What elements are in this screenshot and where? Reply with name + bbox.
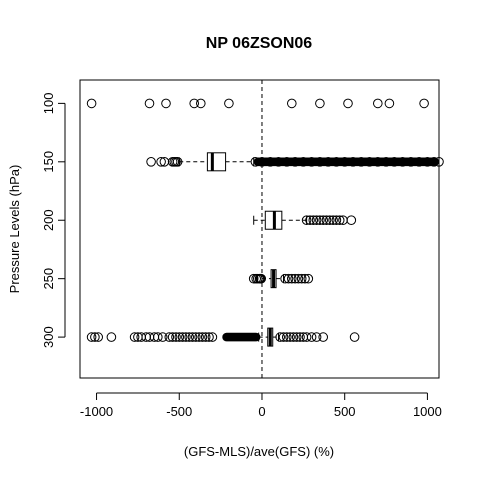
outlier-point — [318, 332, 329, 342]
outlier-point — [278, 332, 289, 342]
outlier-point — [373, 98, 383, 109]
outlier-point — [305, 215, 315, 225]
outlier-point — [189, 98, 199, 109]
y-tick-label: 100 — [41, 93, 56, 115]
outlier-point — [90, 332, 100, 342]
plot-area-frame — [79, 79, 440, 379]
outlier-point — [157, 332, 168, 342]
outlier-point — [167, 332, 178, 342]
outlier-point — [194, 332, 204, 342]
outlier-point — [429, 157, 439, 167]
outlier-point — [290, 273, 300, 284]
outlier-point — [325, 215, 335, 225]
chart-marks — [86, 80, 444, 378]
outlier-point — [181, 332, 191, 342]
outlier-point — [207, 332, 218, 342]
outlier-point — [153, 332, 163, 342]
y-axis-label: Pressure Levels (hPa) — [7, 165, 22, 294]
outlier-point — [191, 332, 201, 342]
outlier-point — [248, 273, 259, 284]
x-tick-label: -1000 — [80, 404, 113, 419]
outlier-point — [328, 215, 338, 225]
outlier-point — [303, 273, 314, 284]
outlier-point — [422, 157, 433, 167]
outlier-point — [296, 273, 307, 284]
outlier-point — [256, 273, 267, 284]
outlier-point — [301, 332, 312, 342]
outlier-point — [177, 332, 188, 342]
y-tick-label: 200 — [41, 209, 56, 231]
x-tick-label: 500 — [334, 404, 356, 419]
x-tick-label: -500 — [166, 404, 192, 419]
outlier-point — [280, 273, 290, 284]
outlier-point — [129, 332, 140, 342]
dense-outlier-run — [253, 157, 439, 167]
outlier-point — [285, 332, 295, 342]
x-axis-label: (GFS-MLS)/ave(GFS) (%) — [184, 444, 334, 459]
outlier-point — [306, 332, 317, 342]
outlier-point — [250, 157, 261, 167]
outlier-point — [293, 273, 304, 284]
outlier-point — [311, 215, 322, 225]
chart-title: NP 06ZSON06 — [206, 35, 313, 52]
outlier-point — [321, 215, 332, 225]
outlier-point — [334, 215, 345, 225]
outlier-point — [146, 157, 156, 167]
outlier-point — [288, 332, 299, 342]
outlier-point — [86, 332, 97, 342]
outlier-point — [434, 157, 444, 167]
outlier-point — [287, 273, 297, 284]
outlier-point — [106, 332, 117, 342]
outlier-point — [301, 215, 312, 225]
y-tick-label: 300 — [41, 326, 56, 348]
outlier-point — [300, 273, 310, 284]
outlier-point — [86, 98, 97, 109]
outlier-point — [164, 332, 175, 342]
outlier-point — [315, 98, 325, 109]
outlier-point — [315, 215, 325, 225]
x-tick-label: 1000 — [413, 404, 442, 419]
y-tick-label: 250 — [41, 268, 56, 290]
outlier-point — [282, 332, 292, 342]
outlier-point — [204, 332, 214, 342]
outlier-point — [161, 98, 171, 109]
dense-outlier-run — [222, 332, 261, 342]
outlier-point — [184, 332, 194, 342]
outlier-point — [291, 332, 302, 342]
outlier-point — [197, 332, 208, 342]
outlier-point — [174, 332, 185, 342]
outlier-point — [346, 215, 357, 225]
x-tick-label: 0 — [258, 404, 265, 419]
outlier-point — [343, 98, 353, 109]
outlier-point — [349, 332, 360, 342]
outlier-point — [283, 273, 294, 284]
outlier-point — [308, 215, 319, 225]
outlier-point — [287, 98, 297, 109]
y-tick-label: 150 — [41, 151, 56, 173]
outlier-point — [187, 332, 198, 342]
outlier-point — [93, 332, 103, 342]
outlier-point — [384, 98, 395, 109]
outlier-point — [156, 157, 166, 167]
outlier-point — [295, 332, 305, 342]
outlier-point — [171, 332, 181, 342]
chart-axes: -1000 -500 0 500 1000 100 150 200 250 300 — [41, 93, 442, 419]
outlier-point — [275, 332, 286, 342]
outlier-point — [144, 98, 155, 109]
iqr-box — [206, 152, 227, 172]
outlier-point — [200, 332, 211, 342]
outlier-point — [196, 98, 206, 109]
outlier-point — [318, 215, 329, 225]
outlier-point — [311, 332, 322, 342]
outlier-point — [224, 98, 234, 109]
outlier-point — [419, 98, 429, 109]
outlier-point — [172, 157, 183, 167]
outlier-point — [331, 215, 342, 225]
